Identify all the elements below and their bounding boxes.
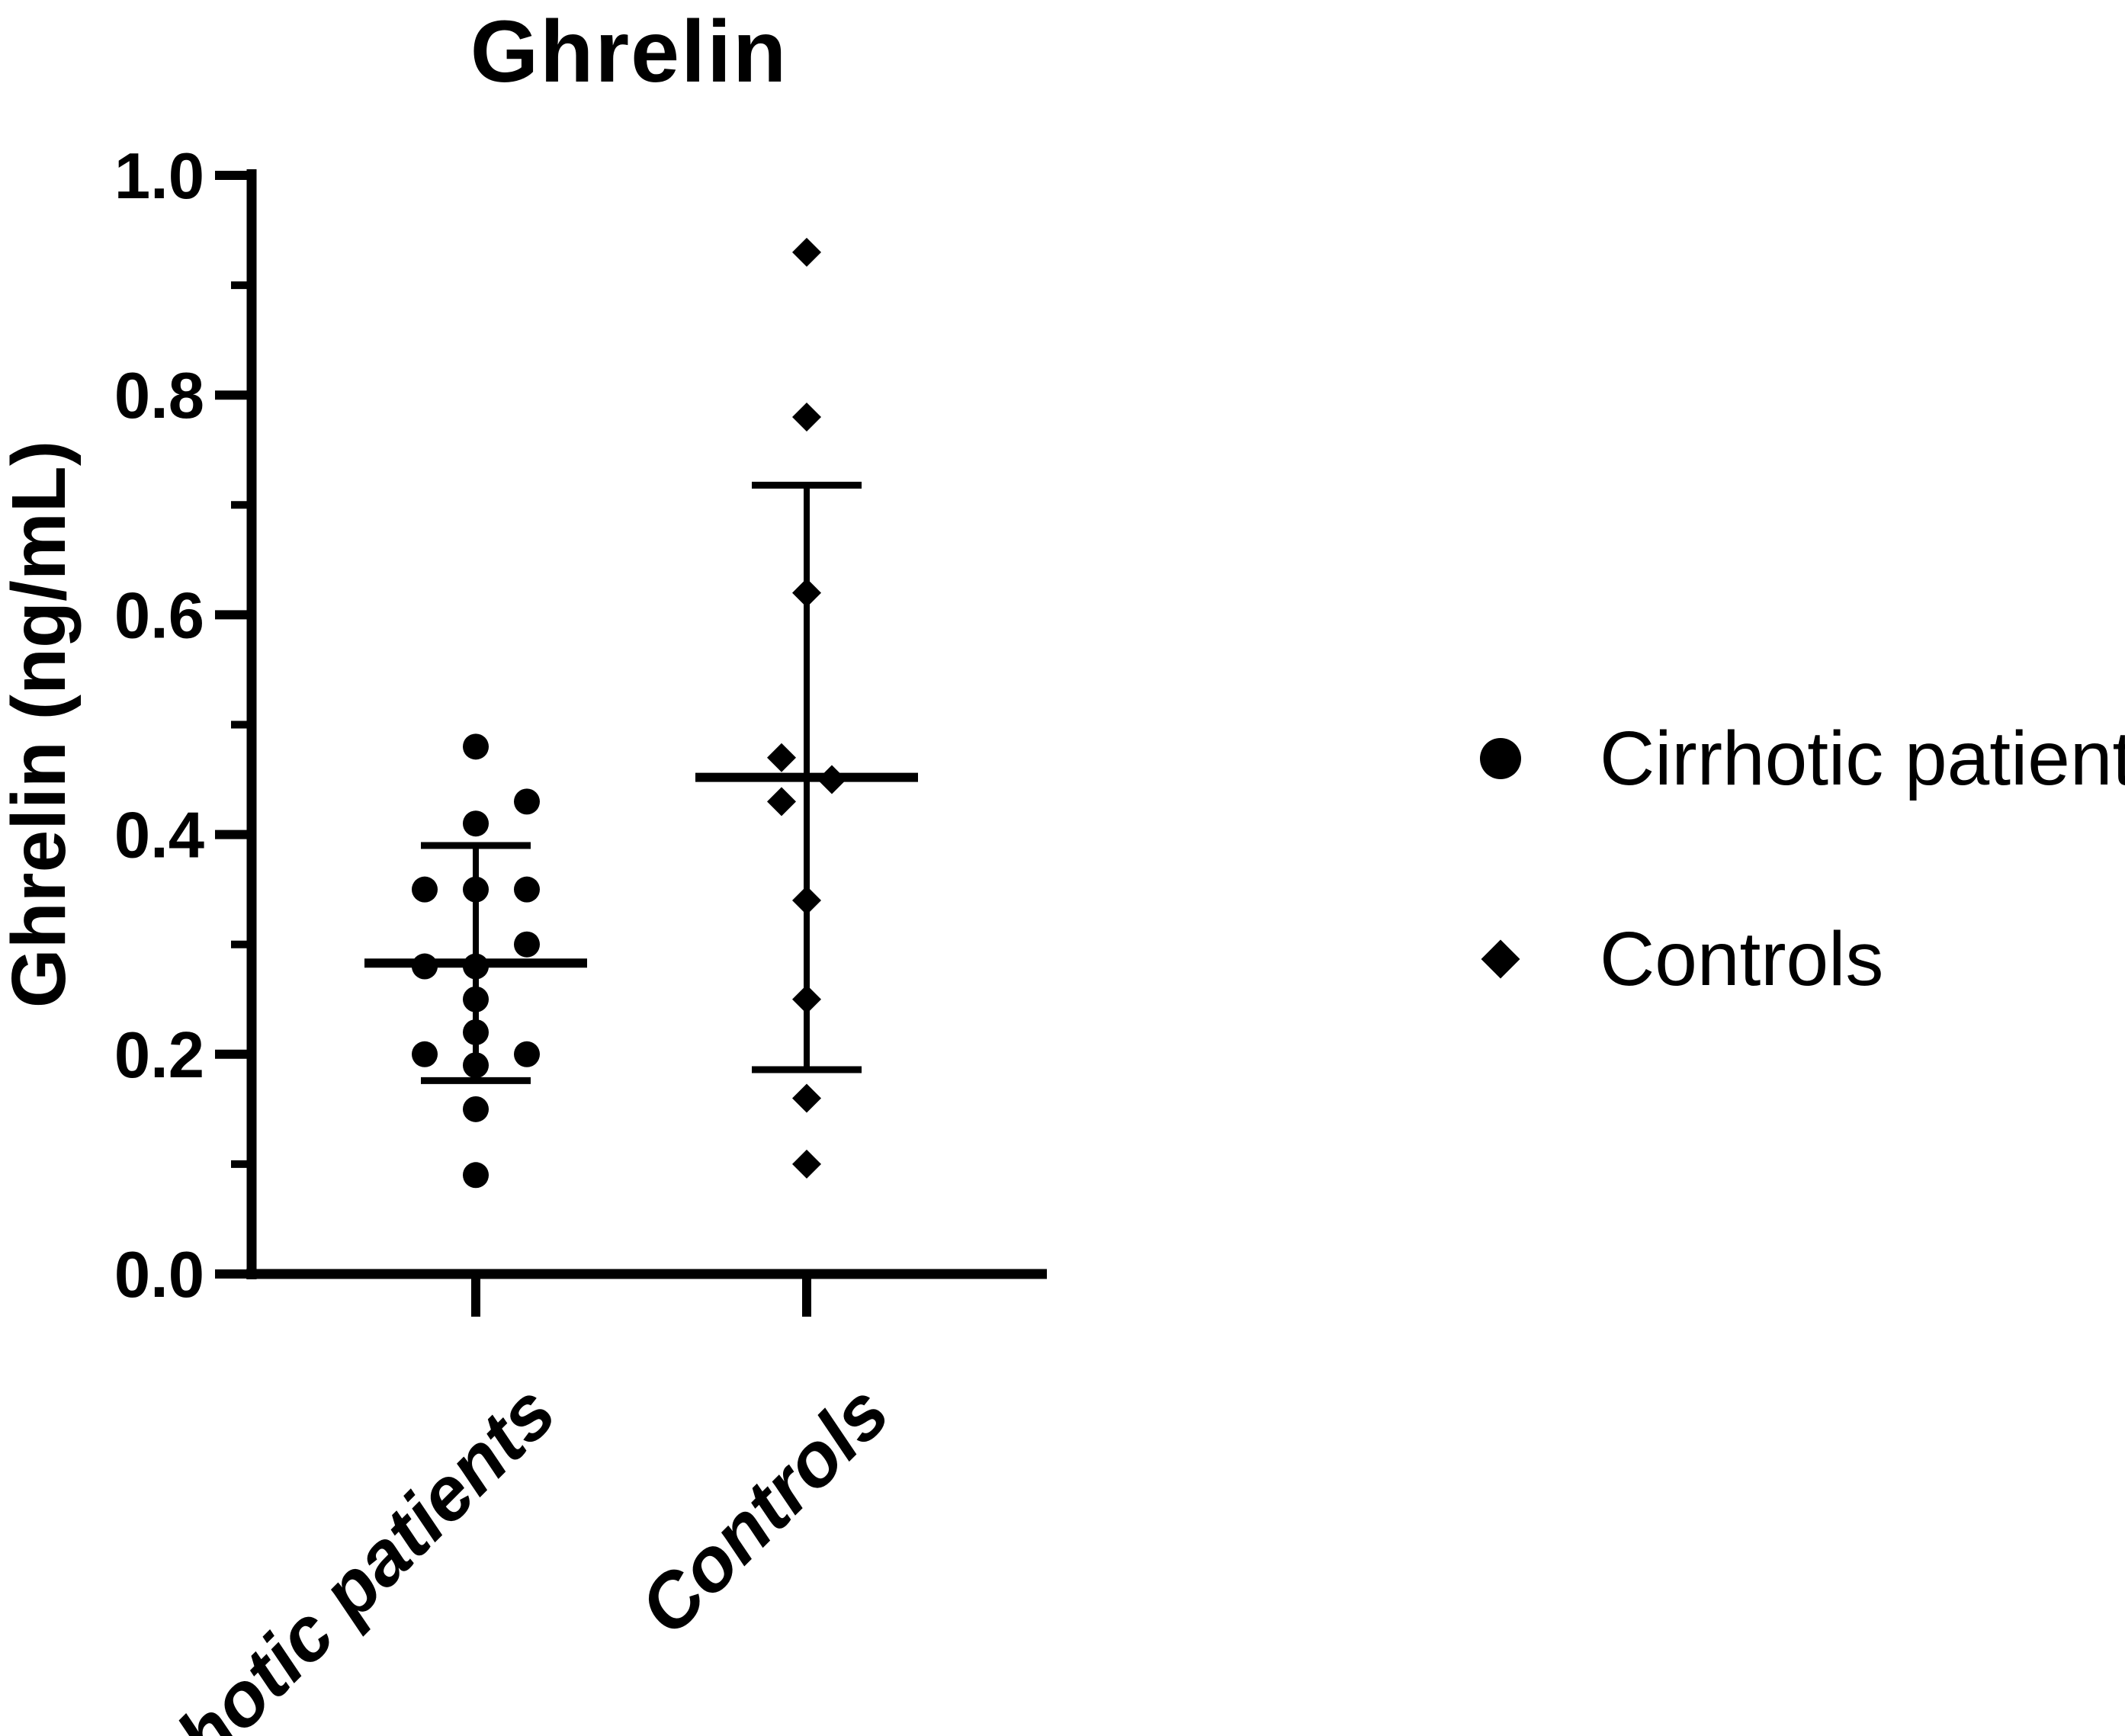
data-point-circle [463, 876, 489, 903]
data-point-diamond [792, 237, 821, 267]
data-point-circle [463, 986, 489, 1012]
legend: Cirrhotic patients Controls [1455, 713, 2125, 1005]
chart-generated-layer: 0.0 0.2 0.4 0.6 0.8 1.0 [114, 140, 1047, 1317]
circle-marker-icon [1480, 738, 1521, 779]
legend-item-cirrhotic-patients: Cirrhotic patients [1455, 713, 2125, 804]
legend-marker-cell [1455, 738, 1546, 779]
legend-marker-cell [1455, 939, 1546, 979]
data-point-circle [412, 953, 438, 980]
data-point-circle [412, 1041, 438, 1067]
data-point-circle [463, 733, 489, 760]
data-point-circle [463, 1162, 489, 1189]
data-point-circle [514, 788, 540, 815]
data-point-circle [514, 931, 540, 958]
data-point-diamond [767, 787, 796, 817]
chart-title: Ghrelin [470, 3, 788, 101]
data-point-diamond [767, 743, 796, 772]
data-point-diamond [792, 984, 821, 1014]
data-point-circle [463, 1052, 489, 1079]
legend-label-controls: Controls [1600, 916, 1884, 1002]
data-point-diamond [792, 886, 821, 916]
y-tick-label: 0.4 [114, 800, 204, 872]
data-point-circle [463, 953, 489, 980]
data-point-circle [463, 1096, 489, 1122]
legend-item-controls: Controls [1455, 913, 2125, 1005]
data-point-diamond [792, 1149, 821, 1179]
legend-label-cirrhotic-patients: Cirrhotic patients [1600, 715, 2125, 801]
y-tick-label: 0.0 [114, 1239, 204, 1311]
data-point-circle [412, 876, 438, 903]
data-point-circle [463, 810, 489, 837]
y-tick-label: 0.6 [114, 579, 204, 652]
data-point-circle [463, 1019, 489, 1045]
data-point-diamond [817, 765, 846, 794]
y-axis-label: Ghrelin (ng/mL) [0, 441, 82, 1008]
data-point-circle [514, 1041, 540, 1067]
y-tick-label: 0.8 [114, 360, 204, 432]
data-point-diamond [792, 403, 821, 432]
data-point-diamond [792, 578, 821, 608]
diamond-marker-icon [1481, 939, 1520, 979]
y-tick-label: 1.0 [114, 140, 204, 213]
data-point-circle [514, 876, 540, 903]
y-tick-label: 0.2 [114, 1019, 204, 1092]
data-point-diamond [792, 1083, 821, 1113]
